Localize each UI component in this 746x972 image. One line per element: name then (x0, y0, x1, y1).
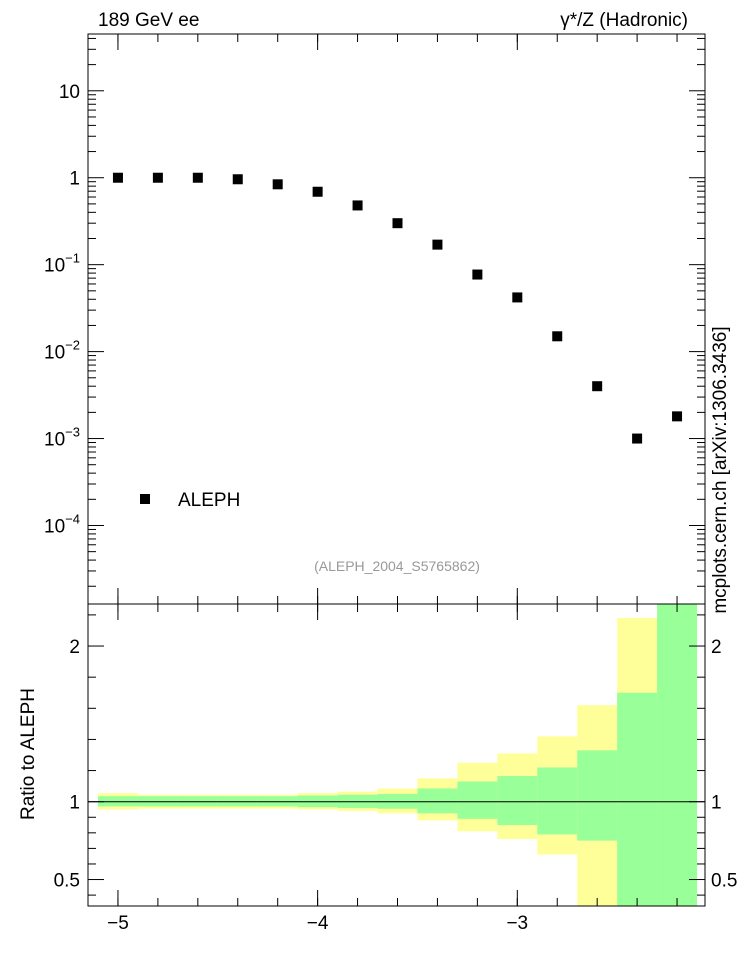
ratio-tick-label-right: 0.5 (711, 871, 737, 892)
inner-band-bin (417, 788, 458, 814)
data-point (152, 172, 163, 183)
ratio-tick-label-right: 1 (711, 793, 722, 814)
x-tick-label: −5 (107, 913, 129, 934)
data-point (272, 179, 283, 190)
main-panel-frame (87, 33, 706, 605)
process-label: γ*/Z (Hadronic) (560, 10, 688, 31)
analysis-id-label: (ALEPH_2004_S5765862) (314, 558, 480, 574)
inner-band-bin (617, 692, 658, 906)
x-tick-label: −4 (307, 913, 329, 934)
energy-label: 189 GeV ee (98, 10, 199, 31)
y-tick-label: 10−2 (44, 338, 80, 364)
inner-band-bin (657, 604, 698, 906)
ratio-tick-label-left: 0.5 (54, 871, 80, 892)
ratio-panel-ticks: −5 −4 −3 0.5 0.5 1 1 2 2 (54, 604, 737, 934)
ratio-tick-label-left: 1 (69, 793, 80, 814)
ratio-tick-label-left: 2 (69, 637, 80, 658)
ratio-panel-frame (87, 603, 706, 907)
y-tick-label: 10 (59, 82, 80, 103)
data-point (112, 172, 123, 183)
inner-band-bin (577, 750, 618, 841)
mcplots-watermark: mcplots.cern.ch [arXiv:1306.3436] (710, 326, 731, 613)
ratio-tick-label-right: 2 (711, 637, 722, 658)
ratio-bands (97, 604, 698, 906)
x-tick-label: −3 (506, 913, 528, 934)
legend-marker (140, 494, 150, 504)
inner-band-bin (457, 781, 498, 819)
data-point (512, 292, 523, 303)
data-point (632, 433, 643, 444)
data-point (552, 331, 563, 342)
legend-label: ALEPH (178, 490, 240, 511)
data-point (312, 186, 323, 197)
main-panel-ticks: 10−4 10−3 10−2 10−1 1 10 (44, 34, 705, 604)
data-point (672, 411, 683, 422)
data-point (352, 200, 363, 211)
y-tick-label: 10−4 (44, 511, 80, 537)
y-tick-label: 1 (69, 169, 80, 190)
data-point (232, 174, 243, 185)
data-markers (112, 172, 683, 444)
y-tick-label: 10−1 (44, 251, 80, 277)
inner-band-bin (497, 776, 538, 826)
inner-band-bin (537, 767, 578, 835)
data-point (472, 269, 483, 280)
data-point (192, 172, 203, 183)
ratio-axis-title: Ratio to ALEPH (18, 688, 39, 820)
data-point (432, 239, 443, 250)
data-point (592, 381, 603, 392)
data-point (392, 218, 403, 229)
y-tick-label: 10−3 (44, 425, 80, 451)
